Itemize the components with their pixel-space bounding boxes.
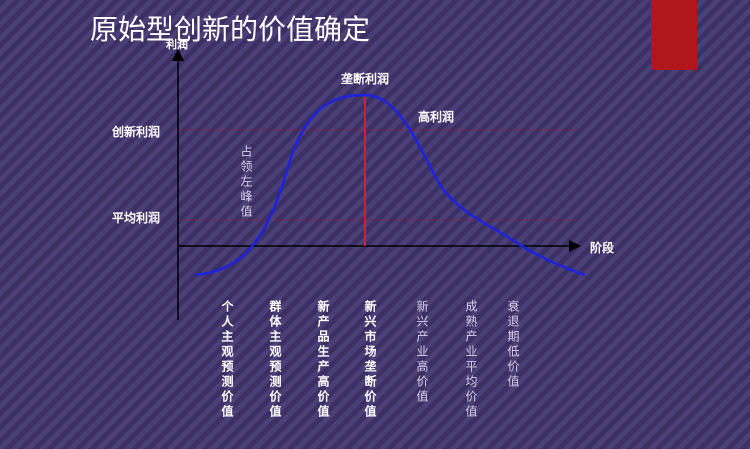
level-label: 创新利润 <box>112 125 161 139</box>
stage-label: 群体主观预测价值 <box>268 300 282 420</box>
peak-label: 垄断利润 <box>341 72 390 86</box>
peak-label: 高利润 <box>418 110 455 124</box>
stage-label: 个人主观预测价值 <box>220 300 234 420</box>
level-label: 平均利润 <box>112 211 161 225</box>
y-axis-label: 利润 <box>166 38 188 51</box>
stage-label: 新兴市场垄断价值 <box>363 300 377 420</box>
stage-label: 新产品生产高价值 <box>316 300 330 420</box>
title: 原始型创新的价值确定 <box>90 13 371 46</box>
red-block <box>651 0 697 70</box>
value-curve <box>194 93 586 277</box>
x-axis-label: 阶段 <box>590 241 615 255</box>
stage-label: 成熟产业平均价值 <box>464 300 478 420</box>
annotation: 占领左峰值 <box>239 145 253 220</box>
stage-label: 衰退期低价值 <box>506 300 520 390</box>
stage-label: 新兴产业高价值 <box>415 300 429 405</box>
